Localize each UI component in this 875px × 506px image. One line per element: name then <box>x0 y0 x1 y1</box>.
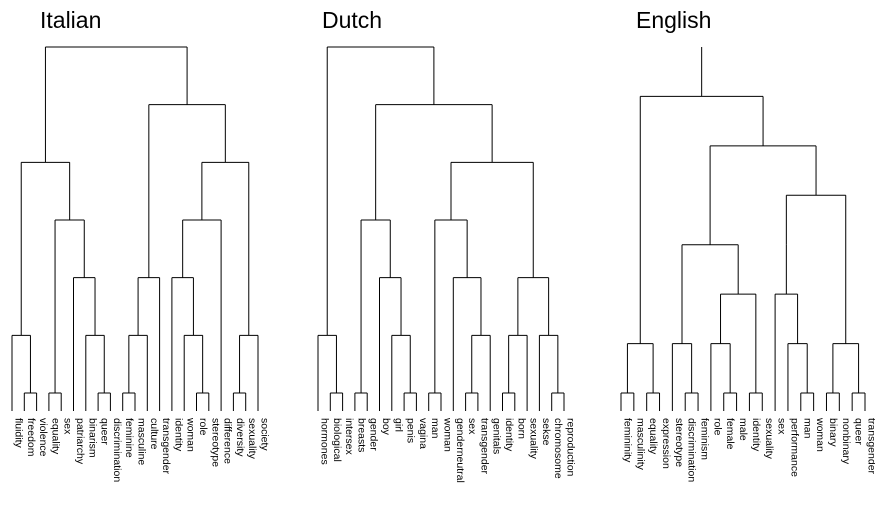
panel-title: Italian <box>40 7 101 33</box>
leaf-label: sex <box>466 418 478 435</box>
leaf-label: role <box>197 418 209 436</box>
leaf-label: queer <box>99 418 111 445</box>
leaf-label: male <box>737 418 749 441</box>
panel-title: Dutch <box>322 7 382 33</box>
leaf-label: born <box>515 418 527 439</box>
leaf-label: femininity <box>622 418 634 463</box>
leaf-label: sekse <box>540 418 552 446</box>
leaf-label: genitals <box>491 418 503 454</box>
leaf-label: man <box>429 418 441 439</box>
leaf-label: chromosome <box>552 418 564 479</box>
leaf-label: transgender <box>866 418 875 475</box>
leaf-label: woman <box>185 417 197 452</box>
leaf-label: society <box>259 418 271 451</box>
leaf-label: culture <box>148 418 160 450</box>
leaf-label: biological <box>331 418 343 462</box>
leaf-label: sexuality <box>528 418 540 460</box>
leaf-label: identity <box>750 418 762 452</box>
leaf-label: identity <box>503 418 515 452</box>
dendrogram-english: English femininity masculinity equality expr… <box>620 7 875 482</box>
leaf-label: discrimination <box>111 418 123 482</box>
leaf-label: freedom <box>25 418 37 457</box>
leaf-label: intersex <box>343 418 355 456</box>
leaf-label: nonbinary <box>840 418 852 465</box>
leaf-label: violence <box>37 418 49 457</box>
leaf-label: boy <box>380 418 392 436</box>
leaf-label: performance <box>788 418 800 477</box>
leaf-label: woman <box>442 417 454 452</box>
leaf-label: transgender <box>160 418 172 475</box>
leaf-label: vagina <box>417 418 429 449</box>
panel-title: English <box>636 7 711 33</box>
leaf-label: reproduction <box>565 418 577 477</box>
leaf-label: girl <box>392 418 404 432</box>
leaf-label: sex <box>62 418 74 435</box>
leaf-label: sexuality <box>763 418 775 460</box>
leaf-label: hormones <box>319 418 331 465</box>
leaf-label: sex <box>776 418 788 435</box>
leaf-label: penis <box>405 418 417 443</box>
leaf-label: patriarchy <box>74 418 86 465</box>
leaf-label: role <box>711 418 723 436</box>
leaf-label: equality <box>647 418 659 455</box>
leaf-label: expression <box>660 418 672 469</box>
leaf-label: genderneutral <box>454 418 466 483</box>
leaf-label: sexuality <box>246 418 258 460</box>
leaf-label: feminine <box>123 418 135 458</box>
leaf-label: identity <box>172 418 184 452</box>
leaf-label: woman <box>814 417 826 452</box>
leaf-label: binarism <box>86 418 98 458</box>
leaf-label: breasts <box>355 418 367 452</box>
leaf-label: masculinity <box>634 418 646 471</box>
leaf-label: discrimination <box>686 418 698 482</box>
leaf-label: stereotype <box>209 418 221 467</box>
leaf-label: difference <box>222 418 234 464</box>
leaf-label: stereotype <box>673 418 685 467</box>
leaf-label: man <box>801 418 813 439</box>
leaf-label: gender <box>368 418 380 451</box>
leaf-label: binary <box>827 418 839 447</box>
leaf-label: queer <box>853 418 865 445</box>
leaf-label: transgender <box>478 418 490 475</box>
leaf-label: feminism <box>699 418 711 460</box>
leaf-label: diversity <box>234 418 246 457</box>
leaf-label: equality <box>49 418 61 455</box>
leaf-label: masculine <box>136 418 148 465</box>
leaf-label: fluidity <box>13 418 25 449</box>
leaf-label: female <box>724 418 736 450</box>
